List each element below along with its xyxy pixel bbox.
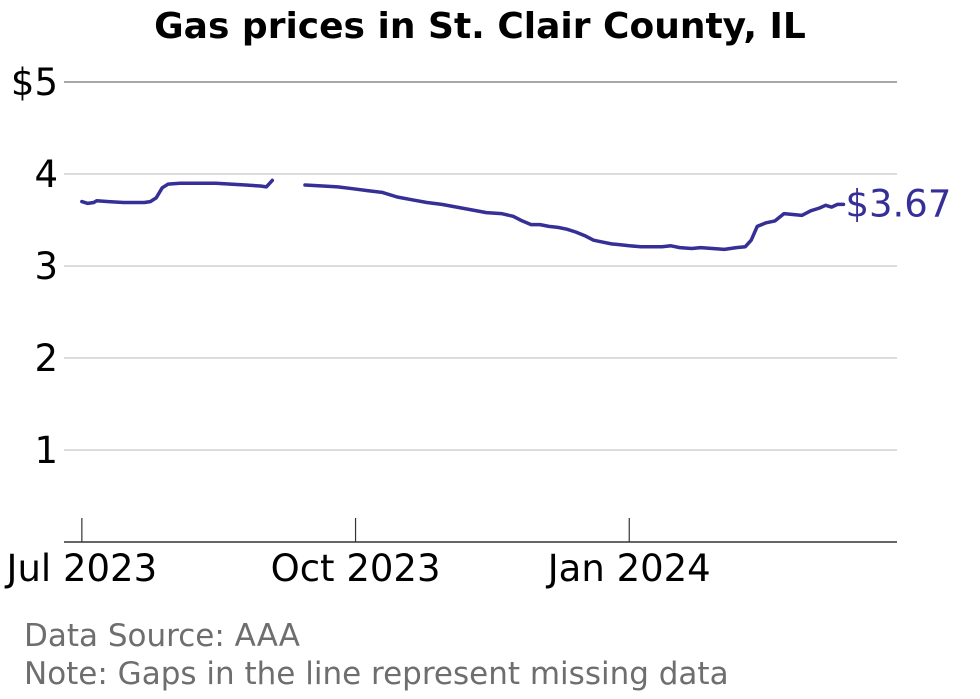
y-tick-label-4: 4: [34, 153, 58, 196]
x-tick-label-2: Jan 2024: [546, 547, 711, 590]
chart-title: Gas prices in St. Clair County, IL: [154, 6, 806, 47]
missing-data-note: Note: Gaps in the line represent missing…: [24, 656, 729, 692]
price-line-segment-1: [303, 183, 846, 252]
x-tick-label-1: Oct 2023: [271, 547, 441, 590]
gridlines: [64, 81, 897, 451]
price-line-segment-0: [80, 178, 275, 206]
data-source-note: Data Source: AAA: [24, 618, 300, 654]
y-tick-label-1: 1: [34, 429, 58, 472]
x-axis-ticks: Jul 2023 Oct 2023 Jan 2024: [5, 518, 711, 590]
y-tick-label-2: 2: [34, 337, 58, 380]
latest-price-label: $3.67: [845, 182, 951, 225]
y-tick-label-5: $5: [11, 61, 58, 104]
price-line: [80, 178, 846, 252]
y-tick-label-3: 3: [34, 245, 58, 288]
x-tick-label-0: Jul 2023: [5, 547, 158, 590]
y-axis-ticks: 1 2 3 4 $5: [11, 61, 58, 472]
